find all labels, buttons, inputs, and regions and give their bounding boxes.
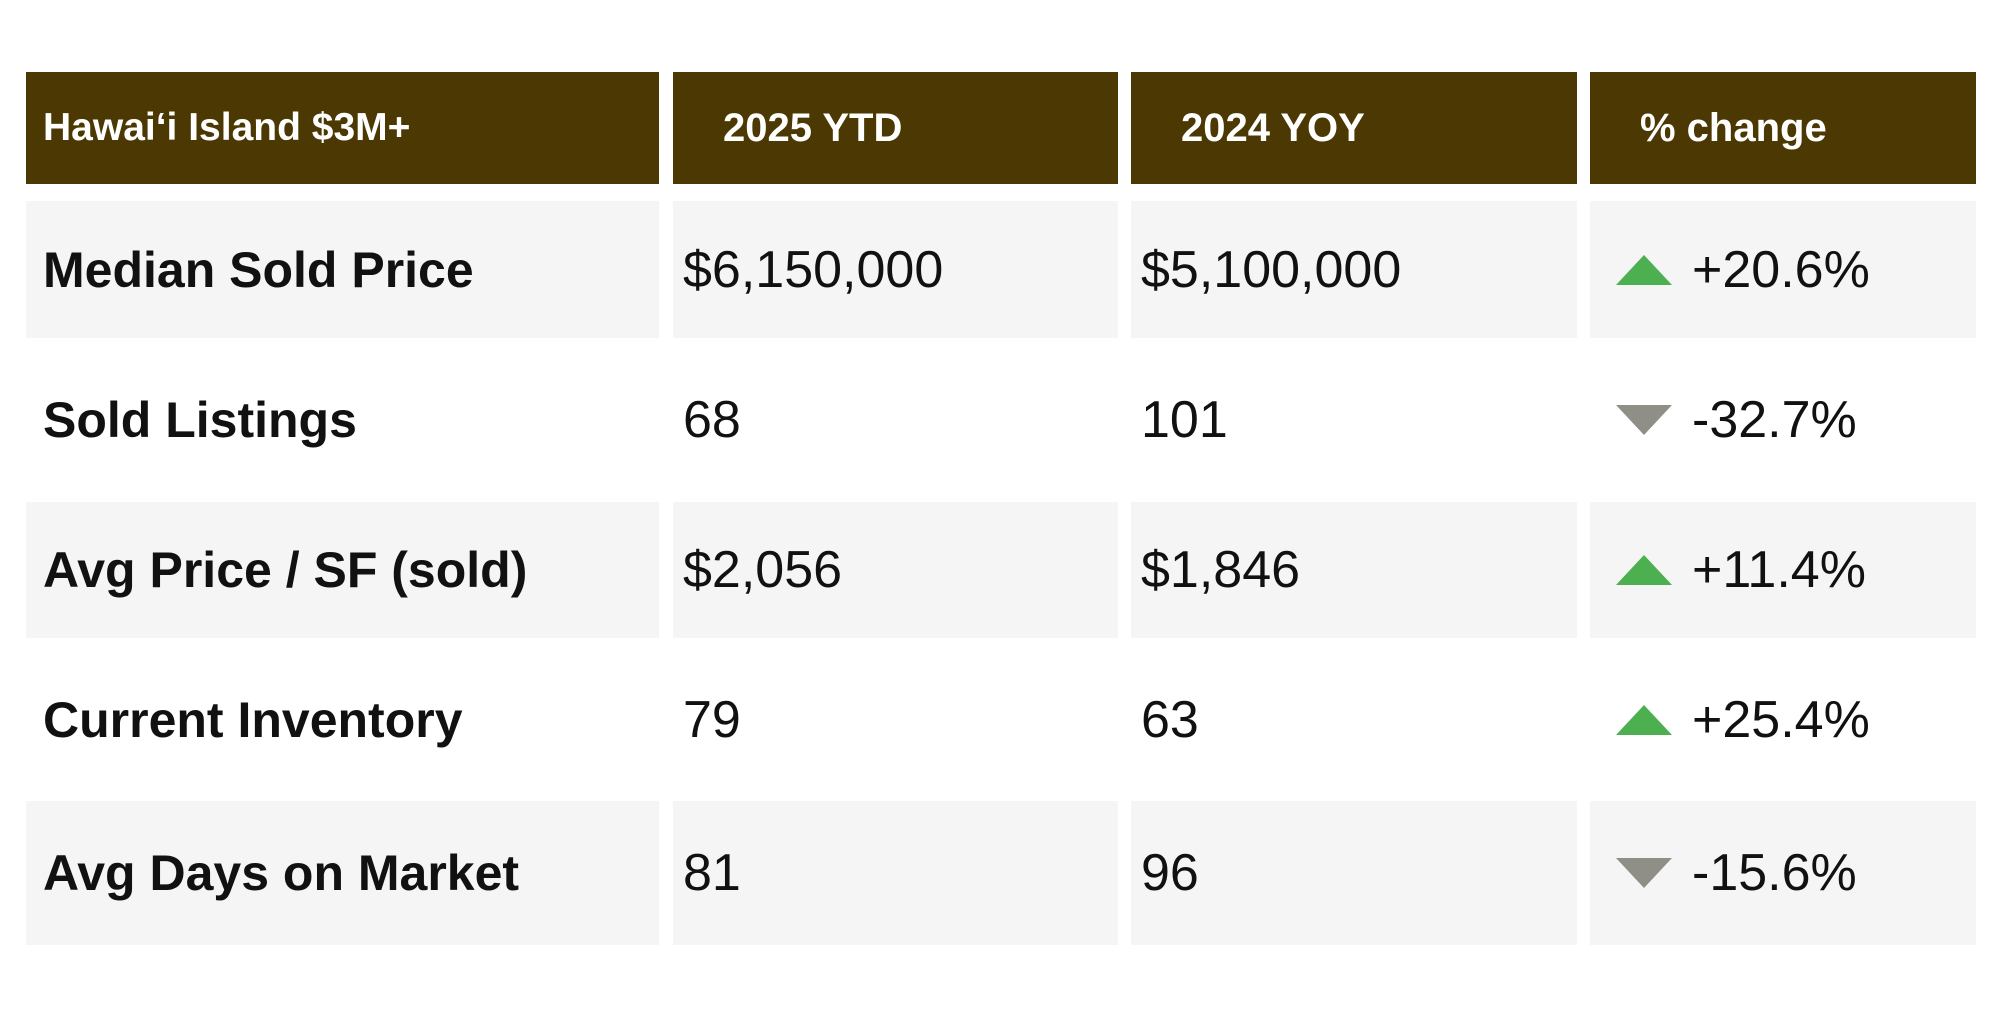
value-2025: 68: [683, 391, 741, 449]
market-stats-table: Hawaiʻi Island $3M+ 2025 YTD 2024 YOY % …: [26, 72, 1976, 945]
value-2024: $1,846: [1131, 502, 1577, 638]
change-value: -15.6%: [1692, 844, 1857, 902]
row-label: Avg Price / SF (sold): [26, 502, 659, 638]
triangle-down-icon: [1616, 858, 1672, 888]
header-gap: [26, 184, 1976, 201]
change-value: +25.4%: [1692, 690, 1870, 749]
table-row: Current Inventory 79 63 +25.4%: [26, 638, 1976, 801]
row-label: Avg Days on Market: [26, 801, 659, 945]
triangle-up-icon: [1616, 555, 1672, 585]
table-row: Avg Price / SF (sold) $2,056 $1,846 +11.…: [26, 502, 1976, 638]
row-label: Current Inventory: [43, 691, 463, 748]
change-cell: -15.6%: [1590, 801, 1976, 945]
change-value: -32.7%: [1692, 391, 1857, 449]
change-value: +20.6%: [1692, 240, 1870, 299]
change-cell: -32.7%: [1590, 338, 1976, 502]
change-cell: +11.4%: [1590, 502, 1976, 638]
value-2024: $5,100,000: [1131, 201, 1577, 338]
row-label: Median Sold Price: [26, 201, 659, 338]
row-label: Sold Listings: [43, 392, 357, 448]
header-2025-ytd: 2025 YTD: [673, 72, 1118, 184]
value-2024: 63: [1141, 690, 1199, 749]
table-row: Sold Listings 68 101 -32.7%: [26, 338, 1976, 502]
triangle-up-icon: [1616, 254, 1672, 285]
value-2025: $6,150,000: [673, 201, 1118, 338]
table-row: Avg Days on Market 81 96 -15.6%: [26, 801, 1976, 945]
table-header-row: Hawaiʻi Island $3M+ 2025 YTD 2024 YOY % …: [26, 72, 1976, 184]
value-2024: 96: [1131, 801, 1577, 945]
header-percent-change: % change: [1590, 72, 1976, 184]
value-2025: $2,056: [673, 502, 1118, 638]
value-2025: 81: [673, 801, 1118, 945]
value-2025: 79: [683, 690, 741, 749]
table-row: Median Sold Price $6,150,000 $5,100,000 …: [26, 201, 1976, 338]
triangle-down-icon: [1616, 405, 1672, 435]
change-cell: +20.6%: [1590, 201, 1976, 338]
header-region: Hawaiʻi Island $3M+: [26, 72, 659, 184]
triangle-up-icon: [1616, 704, 1672, 735]
header-2024-yoy: 2024 YOY: [1131, 72, 1577, 184]
value-2024: 101: [1141, 391, 1228, 449]
change-value: +11.4%: [1692, 541, 1866, 599]
change-cell: +25.4%: [1590, 638, 1976, 801]
